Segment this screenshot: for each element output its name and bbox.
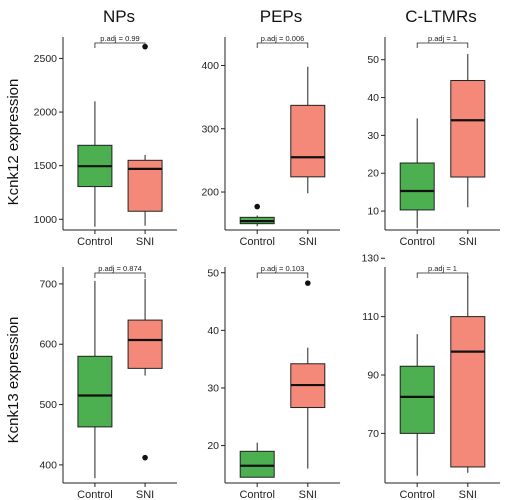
panel-1-2: 70 90 110 130 Control SNI p.adj = 1 bbox=[361, 253, 500, 500]
panels-group: 1000 1500 2000 2500 Control SNI p.adj = 0.99 20… bbox=[34, 34, 500, 500]
y-tick-label: 2000 bbox=[34, 107, 58, 119]
y-tick-label: 70 bbox=[367, 428, 379, 440]
x-tick-label-control: Control bbox=[399, 236, 434, 248]
y-tick-label: 500 bbox=[39, 399, 57, 411]
box-sni bbox=[290, 280, 326, 469]
x-tick-label-sni: SNI bbox=[459, 489, 477, 500]
outlier-point bbox=[142, 454, 148, 461]
x-tick-label-sni: SNI bbox=[299, 236, 317, 248]
box-sni bbox=[127, 43, 163, 226]
column-title-c-ltmrs: C-LTMRs bbox=[405, 7, 476, 26]
x-tick-label-control: Control bbox=[239, 236, 274, 248]
y-tick-label: 400 bbox=[39, 459, 57, 471]
significance-bracket bbox=[416, 272, 469, 278]
column-title-peps: PEPs bbox=[260, 7, 303, 26]
box-iqr bbox=[239, 450, 275, 478]
x-tick-label-sni: SNI bbox=[299, 489, 317, 500]
significance-bracket bbox=[94, 42, 146, 48]
x-tick-label-control: Control bbox=[77, 236, 112, 248]
p-adj-annotation: p.adj = 1 bbox=[428, 34, 457, 43]
p-adj-annotation: p.adj = 1 bbox=[428, 264, 457, 273]
box-sni bbox=[450, 275, 486, 473]
box-iqr bbox=[127, 319, 163, 369]
y-tick-label: 1000 bbox=[34, 214, 58, 226]
panel-0-1: 200 300 400 Control SNI p.adj = 0.006 bbox=[201, 34, 340, 248]
y-tick-label: 40 bbox=[367, 92, 379, 104]
significance-bracket bbox=[94, 272, 146, 278]
box-control bbox=[77, 101, 113, 227]
box-control bbox=[399, 118, 435, 229]
row-label-kcnk13: Kcnk13 expression bbox=[5, 317, 22, 444]
y-tick-label: 50 bbox=[367, 54, 379, 66]
y-tick-label: 30 bbox=[367, 130, 379, 142]
box-sni bbox=[127, 279, 163, 461]
y-tick-label: 300 bbox=[201, 123, 219, 135]
box-sni bbox=[290, 66, 326, 194]
significance-bracket bbox=[256, 42, 309, 48]
y-tick-label: 110 bbox=[362, 311, 379, 323]
x-tick-label-control: Control bbox=[399, 489, 434, 500]
p-adj-annotation: p.adj = 0.103 bbox=[261, 264, 305, 273]
box-iqr bbox=[290, 104, 326, 178]
y-tick-label: 130 bbox=[361, 253, 379, 265]
box-iqr bbox=[77, 355, 113, 428]
y-tick-label: 400 bbox=[201, 60, 219, 72]
box-iqr bbox=[399, 365, 435, 434]
panel-0-0: 1000 1500 2000 2500 Control SNI p.adj = 0.99 bbox=[34, 34, 177, 248]
y-tick-label: 200 bbox=[201, 187, 219, 199]
p-adj-annotation: p.adj = 0.874 bbox=[98, 264, 142, 273]
y-tick-label: 90 bbox=[367, 370, 379, 382]
x-tick-label-sni: SNI bbox=[136, 236, 154, 248]
y-tick-label: 20 bbox=[207, 440, 219, 452]
p-adj-annotation: p.adj = 0.006 bbox=[261, 34, 305, 43]
y-tick-label: 1500 bbox=[34, 160, 58, 172]
panel-1-0: 400 500 600 700 Control SNI p.adj = 0.874 bbox=[39, 264, 177, 500]
y-tick-label: 40 bbox=[207, 325, 219, 337]
y-tick-label: 50 bbox=[207, 267, 219, 279]
box-iqr bbox=[399, 162, 435, 211]
p-adj-annotation: p.adj = 0.99 bbox=[100, 34, 139, 43]
box-control bbox=[77, 280, 113, 479]
box-iqr bbox=[450, 80, 486, 178]
y-tick-label: 10 bbox=[367, 206, 379, 218]
column-title-nps: NPs bbox=[103, 7, 135, 26]
x-tick-label-control: Control bbox=[239, 489, 274, 500]
x-tick-label-sni: SNI bbox=[459, 236, 477, 248]
outlier-point bbox=[305, 280, 311, 286]
box-control bbox=[239, 442, 275, 478]
y-tick-label: 700 bbox=[39, 278, 57, 290]
y-tick-label: 600 bbox=[39, 339, 57, 351]
outlier-point bbox=[254, 203, 260, 210]
box-control bbox=[399, 334, 435, 476]
x-tick-label-control: Control bbox=[77, 489, 112, 500]
panel-1-1: 20 30 40 50 Control SNI p.adj = 0.103 bbox=[207, 264, 340, 500]
y-tick-label: 20 bbox=[367, 168, 379, 180]
y-tick-label: 2500 bbox=[34, 53, 58, 65]
x-tick-label-sni: SNI bbox=[136, 489, 154, 500]
panel-0-2: 10 20 30 40 50 Control SNI p.adj = 1 bbox=[367, 34, 500, 248]
box-control bbox=[239, 203, 275, 227]
y-tick-label: 30 bbox=[207, 382, 219, 394]
box-sni bbox=[450, 54, 486, 208]
significance-bracket bbox=[416, 42, 469, 48]
row-label-kcnk12: Kcnk12 expression bbox=[5, 79, 22, 206]
significance-bracket bbox=[256, 272, 309, 278]
box-iqr bbox=[450, 316, 486, 468]
